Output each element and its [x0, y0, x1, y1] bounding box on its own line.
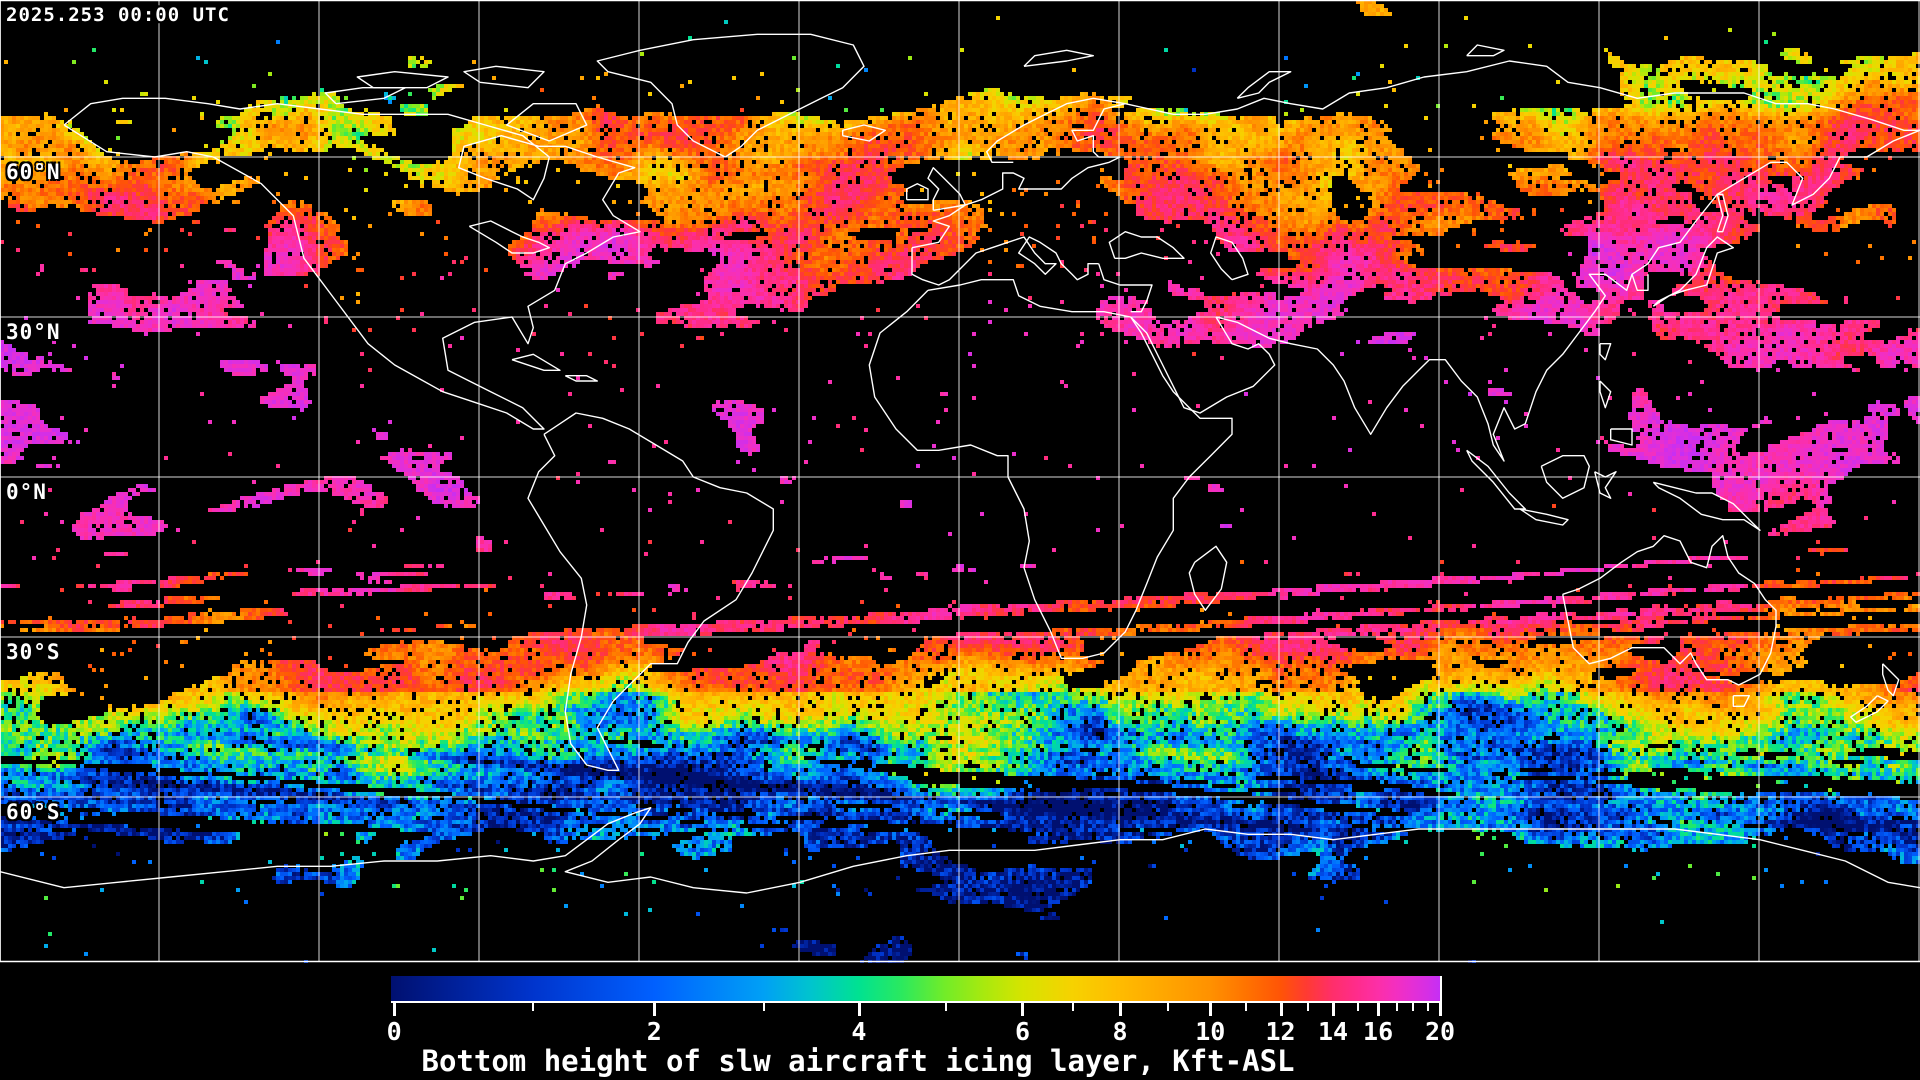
coastline	[1732, 695, 1751, 707]
colorbar-tick	[1439, 1003, 1442, 1016]
coastline	[1466, 449, 1527, 510]
coastline	[1098, 263, 1153, 313]
coastline	[1188, 545, 1228, 611]
colorbar-tick	[1357, 1003, 1360, 1011]
colorbar-tick-label: 8	[1112, 1017, 1128, 1046]
colorbar-caption: Bottom height of slw aircraft icing laye…	[421, 1044, 1295, 1078]
coastline	[63, 97, 641, 430]
colorbar-tick	[1119, 1003, 1123, 1016]
coastline	[911, 236, 1099, 286]
colorbar-tick	[1332, 1003, 1335, 1016]
colorbar-tick	[763, 1003, 766, 1011]
colorbar-tick-label: 4	[851, 1017, 867, 1046]
coastline	[1652, 481, 1761, 531]
coastline	[527, 412, 774, 771]
coastline	[511, 353, 561, 371]
coastline	[1594, 471, 1617, 499]
coastline	[468, 220, 550, 254]
latitude-label: 0°N	[6, 479, 47, 504]
colorbar-tick-label: 16	[1363, 1017, 1394, 1046]
coastline	[463, 65, 545, 89]
coastline	[1609, 428, 1633, 446]
colorbar-tick	[393, 1003, 397, 1016]
colorbar-tick-label: 6	[1014, 1017, 1031, 1046]
colorbar-tick	[1071, 1003, 1074, 1011]
coastline	[1881, 663, 1900, 697]
coastline	[1599, 343, 1612, 361]
colorbar-tick	[653, 1003, 657, 1016]
map-overlay	[0, 0, 1920, 963]
coastline	[911, 103, 1126, 249]
coastline	[1652, 236, 1735, 307]
coastline	[1108, 230, 1185, 259]
colorbar-tick	[944, 1003, 947, 1011]
latitude-label: 30°N	[6, 319, 61, 344]
coastline	[906, 182, 929, 201]
colorbar-tick-label: 12	[1265, 1017, 1296, 1046]
coastline	[0, 807, 1920, 894]
coastline	[1562, 535, 1777, 686]
latitude-label: 60°S	[6, 799, 61, 824]
colorbar-tick	[1306, 1003, 1309, 1011]
coastline	[868, 279, 1233, 659]
coastline	[1236, 70, 1292, 99]
colorbar-tick-label: 10	[1195, 1017, 1226, 1046]
coastline	[356, 70, 449, 89]
coastline	[1125, 60, 1920, 132]
colorbar-tick	[1021, 1003, 1025, 1016]
colorbar-tick-label: 14	[1317, 1017, 1349, 1046]
colorbar-tick	[1244, 1003, 1247, 1011]
colorbar-tick	[857, 1003, 861, 1016]
colorbar-tick	[1377, 1003, 1381, 1016]
colorbar-tick-label: 20	[1424, 1017, 1456, 1046]
coastline	[1466, 44, 1505, 57]
colorbar-tick-label: 2	[646, 1017, 662, 1046]
coastline	[324, 86, 406, 105]
colorbar-tick	[531, 1003, 534, 1011]
coastline	[1849, 695, 1889, 723]
world-map: 2025.253 00:00 UTC 60°N 30°N 0°N 30°S 60°S	[0, 0, 1920, 963]
latitude-label: 60°N	[6, 159, 61, 184]
coastline	[842, 124, 886, 142]
icing-data-raster	[0, 0, 1920, 963]
colorbar-tick	[1395, 1003, 1398, 1011]
coastline	[927, 166, 966, 211]
coastline	[1716, 193, 1729, 233]
timestamp: 2025.253 00:00 UTC	[6, 4, 230, 26]
colorbar-tick	[1279, 1003, 1283, 1016]
colorbar-tick	[1167, 1003, 1170, 1011]
coastline	[1215, 129, 1920, 462]
coastline	[1130, 316, 1276, 414]
coastline	[564, 375, 598, 382]
colorbar-gradient	[391, 976, 1442, 1003]
colorbar-tick	[1427, 1003, 1430, 1011]
coastline	[1209, 236, 1249, 281]
coastline	[1599, 380, 1612, 409]
coastline	[1631, 274, 1649, 291]
coastline	[1540, 455, 1591, 499]
colorbar: 0 2 4 6 8 10 12 14 16 20	[387, 976, 1455, 1046]
colorbar-tick	[1209, 1003, 1213, 1016]
coastline	[1519, 508, 1569, 526]
colorbar-tick-label: 0	[386, 1017, 402, 1046]
colorbar-tick	[1411, 1003, 1414, 1011]
coastline	[506, 102, 588, 142]
coastline	[596, 33, 865, 158]
latitude-label: 30°S	[6, 639, 61, 664]
coastline	[986, 97, 1126, 164]
coastline	[1023, 49, 1095, 67]
